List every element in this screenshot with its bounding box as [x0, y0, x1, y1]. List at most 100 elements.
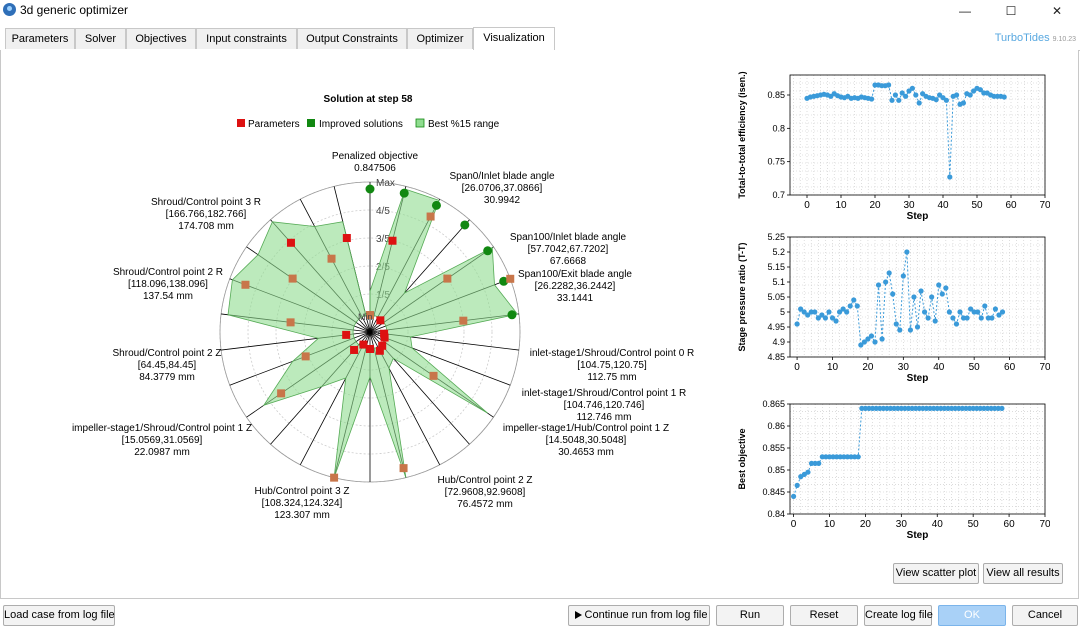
- close-icon[interactable]: ✕: [1051, 4, 1063, 18]
- radar-axis-label: Hub/Control point 3 Z: [254, 486, 349, 497]
- parameter-point: [378, 341, 387, 350]
- radar-axis-label: [26.0706,37.0866]: [462, 183, 543, 194]
- view-all-results-button[interactable]: View all results: [983, 563, 1063, 584]
- parameter-point: [286, 238, 295, 247]
- data-point: [833, 318, 839, 324]
- data-point: [852, 454, 858, 460]
- radar-axis-label: inlet-stage1/Shroud/Control point 1 R: [522, 388, 687, 399]
- radar-axis-label: 76.4572 mm: [457, 499, 513, 510]
- data-point: [840, 306, 846, 312]
- y-tick-label: 5.2: [772, 247, 785, 257]
- y-tick-label: 5: [780, 307, 785, 317]
- y-tick-label: 0.865: [762, 399, 785, 409]
- x-tick-label: 60: [1004, 362, 1016, 373]
- data-point: [981, 405, 987, 411]
- series-line: [793, 407, 1002, 497]
- legend-best: Best %15 range: [428, 119, 500, 130]
- radar-axis-label: Span100/Inlet blade angle: [510, 232, 627, 243]
- data-point: [992, 306, 999, 312]
- data-point: [977, 87, 983, 93]
- data-point: [936, 282, 942, 288]
- data-point: [897, 327, 903, 333]
- y-tick-label: 5.05: [767, 292, 785, 302]
- y-tick-label: 0.86: [767, 421, 785, 431]
- data-point: [950, 315, 956, 321]
- data-point: [854, 303, 860, 309]
- data-point: [895, 405, 901, 411]
- parameter-point: [342, 234, 351, 243]
- data-point: [841, 454, 847, 460]
- run-button[interactable]: Run: [716, 605, 784, 626]
- radar-axis-label: 112.746 mm: [577, 412, 632, 423]
- create-log-button[interactable]: Create log file: [864, 605, 933, 626]
- radar-axis-label: 112.75 mm: [587, 372, 636, 383]
- reset-button[interactable]: Reset: [790, 605, 858, 626]
- tab-parameters[interactable]: Parameters: [5, 28, 75, 49]
- data-point: [889, 97, 895, 103]
- load-case-button[interactable]: Load case from log file: [3, 605, 115, 626]
- y-tick-label: 0.84: [767, 509, 785, 519]
- radar-axis-label: 30.4653 mm: [558, 447, 614, 458]
- y-tick-label: 0.8: [772, 123, 785, 133]
- tab-visualization[interactable]: Visualization: [473, 27, 555, 50]
- ok-button[interactable]: OK: [938, 605, 1006, 626]
- x-tick-label: 50: [968, 519, 980, 530]
- data-point: [830, 454, 836, 460]
- x-tick-label: 70: [1039, 519, 1050, 530]
- radar-axis-label: [104.746,120.746]: [564, 400, 645, 411]
- tab-optimizer[interactable]: Optimizer: [407, 28, 473, 49]
- maximize-icon[interactable]: ☐: [1005, 4, 1017, 18]
- x-tick-label: 20: [860, 519, 872, 530]
- radar-axis-label: Span0/Inlet blade angle: [449, 171, 555, 182]
- data-point: [815, 315, 821, 321]
- data-point: [918, 288, 924, 294]
- radar-legend: Parameters Improved solutions Best %15 r…: [237, 118, 500, 130]
- radar-axis-label: 22.0987 mm: [134, 447, 190, 458]
- legend-best-swatch: [415, 118, 425, 128]
- radar-axis-label: [64.45,84.45]: [138, 360, 197, 371]
- data-point: [872, 339, 878, 345]
- view-scatter-button[interactable]: View scatter plot: [893, 563, 979, 584]
- tab-solver[interactable]: Solver: [75, 28, 126, 49]
- tab-bar: Parameters Solver Objectives Input const…: [0, 27, 1080, 51]
- radar-axis-label: Hub/Control point 2 Z: [437, 475, 532, 486]
- parameter-point: [426, 212, 435, 221]
- plot-frame: [789, 74, 1046, 196]
- data-point: [995, 405, 1001, 411]
- minimize-icon[interactable]: —: [959, 4, 971, 18]
- tab-input-constraints[interactable]: Input constraints: [196, 28, 297, 49]
- data-point: [794, 482, 800, 488]
- best-objective-chart: 0 10 20 30 40 50 60 70 0.84 0.845 0.85 0.855 0.86 0.8…: [737, 399, 1050, 541]
- radar-axis-label: 174.708 mm: [178, 221, 234, 232]
- data-point: [975, 309, 981, 315]
- data-point: [963, 405, 969, 411]
- cancel-button[interactable]: Cancel: [1012, 605, 1078, 626]
- parameter-point: [399, 464, 408, 473]
- continue-run-button[interactable]: Continue run from log file: [568, 605, 710, 626]
- improved-solution-point: [483, 246, 493, 256]
- data-point: [999, 405, 1005, 411]
- data-point: [941, 405, 948, 411]
- tab-output-constraints[interactable]: Output Constraints: [297, 28, 407, 49]
- data-point: [866, 405, 872, 411]
- data-point: [884, 405, 890, 411]
- x-tick-label: 70: [1039, 362, 1050, 373]
- y-tick-label: 4.9: [772, 337, 785, 347]
- y-tick-label: 0.845: [762, 487, 785, 497]
- x-tick-label: 30: [898, 362, 910, 373]
- radar-axis-label: 0.847506: [354, 163, 396, 174]
- x-tick-label: 20: [862, 362, 874, 373]
- data-point: [920, 405, 926, 411]
- radar-level-label: 3/5: [376, 234, 390, 245]
- x-tick-label: 0: [791, 519, 797, 530]
- pressure-ratio-chart: 0 10 20 30 40 50 60 70 4.85 4.9 4.95 5 5.05 5.1 5.15 5.…: [737, 232, 1050, 384]
- radar-center-label: Pe: [372, 329, 382, 338]
- y-tick-label: 0.75: [767, 157, 785, 167]
- data-point: [978, 315, 984, 321]
- radar-axis-label: impeller-stage1/Shroud/Control point 1 Z: [72, 423, 252, 434]
- radar-axis-label: [72.9608,92.9608]: [445, 487, 526, 498]
- radar-axis-label: [15.0569,31.0569]: [122, 435, 203, 446]
- x-axis-label: Step: [907, 373, 929, 384]
- tab-objectives[interactable]: Objectives: [126, 28, 196, 49]
- y-tick-label: 0.855: [762, 443, 785, 453]
